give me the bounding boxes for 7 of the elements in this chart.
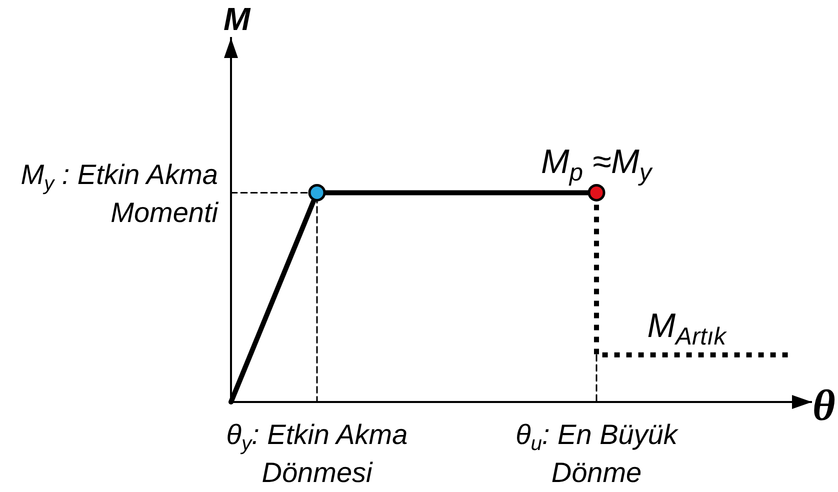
x-axis-title: θ <box>812 381 836 430</box>
text: M$_{p}$ ≈M$_{y}$ <box>541 142 652 186</box>
annotation: M$_{Artık}$ <box>647 306 726 350</box>
y-axis-title: M <box>224 1 250 38</box>
x-tick-label: θ$_{y}$: Etkin Akma Dönmesi <box>225 418 409 490</box>
text: M$_{y}$ : Etkin Akma Momenti <box>20 158 218 230</box>
x-tick-label: θ$_{u}$: En Büyük Dönme <box>514 418 680 490</box>
